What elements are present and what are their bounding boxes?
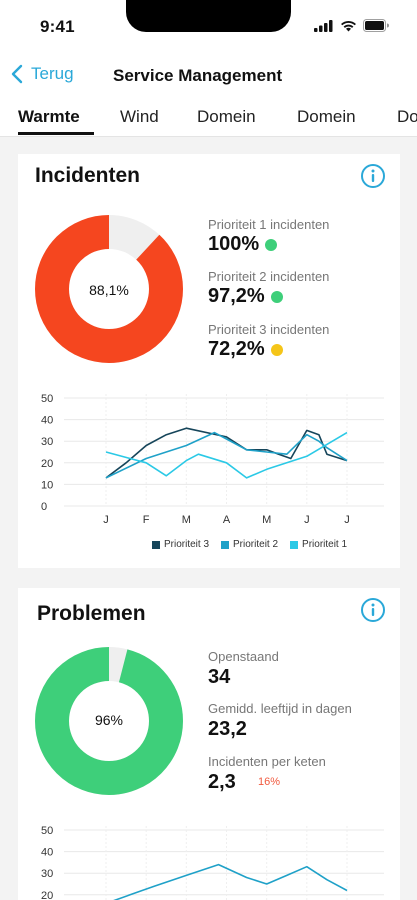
status-dot (270, 343, 283, 356)
series-line-1 (113, 863, 348, 900)
stat-value-text: 100% (208, 233, 260, 255)
y-tick-label: 20 (41, 890, 53, 900)
donut-percentage: 96% (94, 712, 124, 728)
y-tick-label: 30 (41, 436, 53, 448)
stat-value-text: 72,2% (208, 338, 265, 360)
status-icons (314, 19, 389, 32)
x-tick-label: A (223, 514, 231, 526)
tab-domein[interactable]: Domein (197, 107, 256, 126)
legend-label: Prioriteit 2 (233, 539, 279, 550)
stat-label-openstaand: Openstaand (208, 649, 279, 664)
stat-label-prioriteit-2: Prioriteit 2 incidenten (208, 269, 330, 284)
chevron-left-icon (11, 64, 23, 84)
stat-value-openstaand: 34 (208, 666, 231, 688)
x-tick-label: J (344, 514, 350, 526)
back-button-label: Terug (31, 64, 74, 83)
chart-legend: Prioriteit 3 Prioriteit 2 Prioriteit 1 (152, 539, 347, 550)
stat-label-leeftijd: Gemidd. leeftijd in dagen (208, 701, 352, 716)
donut-value-arc (35, 647, 183, 795)
status-time: 9:41 (40, 17, 75, 36)
legend-label: Prioriteit 3 (164, 539, 210, 550)
problemen-donut-chart (35, 647, 183, 795)
stat-value-prioriteit-3: 72,2% (208, 338, 283, 361)
tab-domein-2[interactable]: Domein (297, 107, 356, 126)
y-tick-label: 20 (41, 458, 53, 470)
incidenten-card: Incidenten 88,1% Prioriteit 1 incidenten… (18, 154, 400, 568)
battery-icon (363, 19, 389, 32)
x-tick-label: M (262, 514, 271, 526)
info-icon[interactable] (360, 163, 386, 189)
wifi-icon (341, 20, 356, 31)
stat-value-prioriteit-2: 97,2% (208, 285, 283, 308)
page-title: Service Management (113, 66, 283, 85)
series-line-2 (105, 431, 348, 479)
series-line-3 (105, 431, 348, 479)
back-button[interactable]: Terug (11, 64, 74, 84)
donut-percentage: 88,1% (89, 282, 129, 298)
y-tick-label: 40 (41, 847, 53, 859)
status-dot (265, 238, 278, 251)
series-line-1 (105, 427, 348, 479)
card-title: Problemen (37, 602, 146, 625)
legend-item: Prioriteit 2 (221, 539, 278, 550)
incidenten-line-chart: 0 10 20 30 40 50 J F M A M J J (41, 393, 384, 526)
y-tick-label: 50 (41, 393, 53, 405)
tab-bar: Warmte Wind Domein Domein Do (0, 96, 417, 137)
tab-wind[interactable]: Wind (120, 107, 159, 126)
y-tick-label: 40 (41, 415, 53, 427)
y-tick-label: 10 (41, 479, 53, 491)
status-dot (270, 290, 283, 303)
y-tick-label: 50 (41, 825, 53, 837)
cellular-signal-icon (314, 19, 333, 32)
x-tick-label: J (103, 514, 109, 526)
incidenten-donut-chart (35, 215, 183, 363)
legend-swatch (221, 540, 230, 549)
card-title: Incidenten (35, 164, 141, 187)
stat-label-prioriteit-3: Prioriteit 3 incidenten (208, 322, 330, 337)
stat-value-per-keten: 2,3 (208, 771, 236, 793)
problemen-line-chart: 20 30 40 50 (41, 825, 384, 900)
legend-swatch (152, 540, 160, 549)
legend-label: Prioriteit 1 (302, 539, 348, 550)
change-percentage: 16% (258, 776, 281, 788)
status-bar: 9:41 (0, 0, 417, 56)
legend-swatch (290, 540, 299, 549)
y-tick-label: 30 (41, 868, 53, 880)
tab-domein-3[interactable]: Do (397, 107, 417, 126)
device-notch (126, 0, 291, 32)
x-tick-label: F (143, 514, 150, 526)
x-tick-label: M (182, 514, 191, 526)
stat-value-text: 97,2% (208, 285, 265, 307)
x-tick-label: J (304, 514, 310, 526)
legend-item: Prioriteit 3 (152, 539, 209, 550)
donut-value-arc (35, 215, 183, 363)
stat-label-prioriteit-1: Prioriteit 1 incidenten (208, 217, 330, 232)
info-icon[interactable] (360, 597, 386, 623)
active-tab-indicator (18, 132, 94, 135)
legend-item: Prioriteit 1 (290, 539, 347, 550)
stat-value-prioriteit-1: 100% (208, 233, 278, 256)
navigation-bar: Terug Service Management (0, 56, 417, 96)
stat-label-per-keten: Incidenten per keten (208, 754, 326, 769)
y-tick-label: 0 (41, 501, 47, 513)
stat-value-leeftijd: 23,2 (208, 718, 247, 740)
problemen-card: Problemen 96% Openstaand 34 Gemidd. leef… (18, 588, 400, 900)
tab-warmte[interactable]: Warmte (18, 107, 80, 126)
